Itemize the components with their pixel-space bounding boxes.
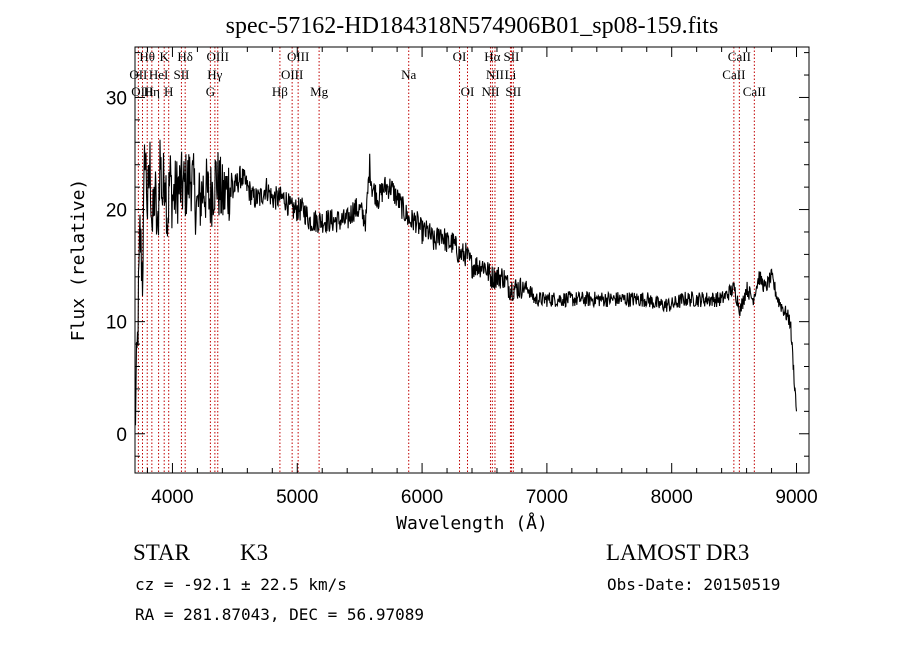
x-axis-title: Wavelength (Å) bbox=[396, 512, 548, 534]
y-axis-title: Flux (relative) bbox=[68, 179, 89, 342]
line-label-15: NII bbox=[486, 67, 504, 82]
line-label-5: OI bbox=[453, 49, 467, 64]
line-label-27: CaII bbox=[743, 84, 766, 99]
y-tick-label-1: 10 bbox=[106, 313, 127, 334]
line-label-2: Hδ bbox=[177, 49, 193, 64]
line-label-8: CaII bbox=[728, 49, 751, 64]
line-label-12: Hγ bbox=[207, 67, 222, 82]
y-axis-ticks: 0 10 20 30 bbox=[106, 52, 809, 457]
line-label-11: SII bbox=[173, 67, 189, 82]
line-label-7: SII bbox=[503, 49, 519, 64]
redshift-cz: cz = -92.1 ± 22.5 km/s bbox=[135, 575, 347, 594]
x-axis-ticks: 4000 5000 6000 7000 8000 9000 bbox=[146, 47, 818, 508]
object-subclass: K3 bbox=[240, 540, 268, 565]
line-label-3: OIII bbox=[207, 49, 229, 64]
line-label-17: CaII bbox=[722, 67, 745, 82]
line-label-4: OIII bbox=[287, 49, 309, 64]
y-tick-label-0: 0 bbox=[116, 425, 127, 446]
x-tick-label-2: 6000 bbox=[401, 487, 443, 508]
survey-name: LAMOST DR3 bbox=[606, 540, 749, 565]
line-label-24: OI bbox=[461, 84, 475, 99]
x-tick-label-3: 7000 bbox=[526, 487, 568, 508]
y-tick-label-2: 20 bbox=[106, 201, 127, 222]
line-label-16: Li bbox=[505, 67, 517, 82]
object-class: STAR bbox=[133, 540, 191, 565]
line-label-21: G bbox=[206, 84, 215, 99]
x-tick-label-0: 4000 bbox=[151, 487, 193, 508]
line-label-20: H bbox=[164, 84, 173, 99]
line-label-23: Mg bbox=[310, 84, 329, 99]
line-label-25: NII bbox=[481, 84, 499, 99]
spectrum-trace bbox=[134, 139, 798, 426]
line-label-13: OIII bbox=[281, 67, 303, 82]
line-label-0: Hθ bbox=[139, 49, 155, 64]
y-tick-label-3: 30 bbox=[106, 88, 127, 109]
line-label-14: Na bbox=[401, 67, 416, 82]
line-label-6: Hα bbox=[484, 49, 500, 64]
chart-title: spec-57162-HD184318N574906B01_sp08-159.f… bbox=[226, 13, 719, 39]
line-label-18: OIII bbox=[131, 84, 153, 99]
x-tick-label-5: 9000 bbox=[775, 487, 817, 508]
line-label-19: Hη bbox=[144, 84, 160, 99]
line-label-1: K bbox=[160, 49, 170, 64]
line-label-10: HeI bbox=[149, 67, 169, 82]
x-tick-label-1: 5000 bbox=[276, 487, 318, 508]
line-label-26: SII bbox=[505, 84, 521, 99]
spectral-line-markers bbox=[137, 47, 755, 473]
x-tick-label-4: 8000 bbox=[651, 487, 693, 508]
observation-date: Obs-Date: 20150519 bbox=[607, 575, 780, 594]
line-label-22: Hβ bbox=[272, 84, 288, 99]
coordinates: RA = 281.87043, DEC = 56.97089 bbox=[135, 605, 424, 624]
line-label-9: OII bbox=[129, 67, 147, 82]
